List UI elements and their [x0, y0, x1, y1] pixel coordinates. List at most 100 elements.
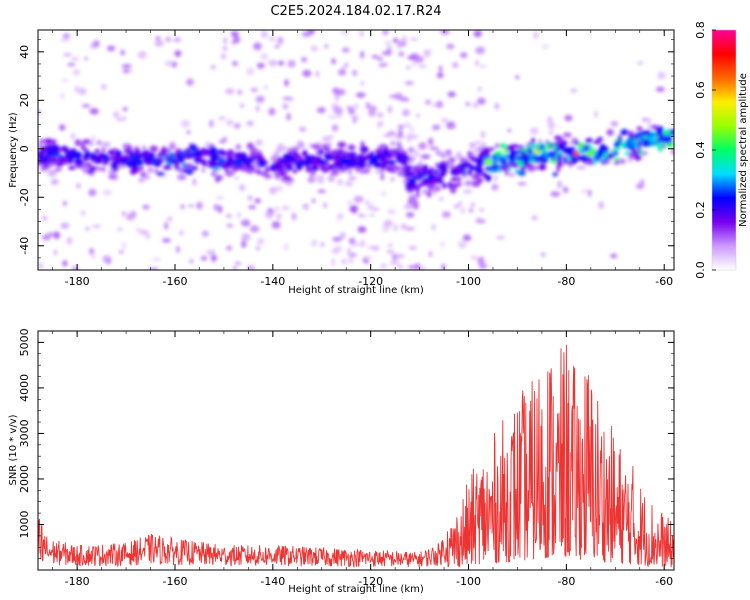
- heatmap-cell: [348, 176, 357, 181]
- heatmap-cell: [212, 167, 221, 171]
- heatmap-cell: [533, 165, 539, 170]
- heatmap-cell: [610, 121, 619, 127]
- heatmap-cell: [89, 108, 99, 115]
- heatmap-cell: [225, 245, 233, 251]
- heatmap-cell: [397, 128, 403, 137]
- heatmap-cell: [297, 142, 302, 148]
- heatmap-cell: [415, 113, 421, 118]
- heatmap-cell: [131, 162, 136, 167]
- heatmap-cell: [375, 153, 383, 159]
- heatmap-cell: [270, 155, 279, 163]
- heatmap-cell: [117, 117, 121, 122]
- heatmap-cell: [62, 33, 71, 39]
- heatmap-cell: [646, 118, 652, 123]
- heatmap-cell: [367, 245, 376, 250]
- heatmap-cell: [102, 189, 113, 196]
- heatmap-cell: [596, 137, 604, 141]
- heatmap-cell: [410, 37, 419, 41]
- heatmap-cell: [499, 164, 508, 168]
- heatmap-cell: [135, 157, 141, 161]
- heatmap-cell: [405, 212, 415, 218]
- heatmap-cell: [251, 156, 258, 160]
- heatmap-cell: [69, 148, 77, 155]
- heatmap-cell: [220, 53, 227, 60]
- heatmap-cell: [63, 52, 72, 57]
- heatmap-cell: [505, 144, 515, 152]
- heatmap-cell: [108, 174, 117, 180]
- heatmap-cell: [348, 237, 356, 245]
- heatmap-cell: [274, 160, 283, 166]
- heatmap-cell: [364, 260, 370, 264]
- heatmap-cell: [219, 149, 225, 154]
- heatmap-cell: [152, 257, 161, 262]
- heatmap-cell: [264, 174, 273, 179]
- heatmap-cell: [120, 49, 125, 56]
- heatmap-cell: [540, 157, 545, 164]
- heatmap-cell: [250, 87, 258, 92]
- heatmap-cell: [599, 152, 604, 158]
- x-tick-label: -140: [260, 275, 285, 288]
- heatmap-cell: [302, 159, 310, 166]
- heatmap-cell: [375, 169, 383, 174]
- heatmap-cell: [277, 36, 284, 45]
- heatmap-cell: [491, 154, 500, 158]
- heatmap-cell: [529, 127, 539, 135]
- heatmap-cell: [435, 162, 439, 167]
- heatmap-cell: [475, 46, 486, 55]
- heatmap-cell: [446, 43, 455, 50]
- heatmap-cell: [427, 173, 436, 180]
- heatmap-cell: [389, 260, 400, 266]
- heatmap-cell: [234, 261, 242, 266]
- heatmap-cell: [427, 137, 434, 146]
- heatmap-cell: [278, 60, 285, 66]
- heatmap-cell: [400, 160, 409, 166]
- heatmap-cell: [382, 30, 389, 35]
- heatmap-cell: [450, 163, 454, 170]
- y-tick-label: 4000: [18, 374, 31, 402]
- heatmap-cell: [533, 31, 539, 39]
- heatmap-cell: [582, 145, 590, 150]
- heatmap-cell: [331, 258, 336, 267]
- heatmap-cell: [200, 255, 208, 261]
- heatmap-cell: [386, 45, 393, 51]
- heatmap-cell: [322, 135, 332, 142]
- heatmap-cell: [202, 162, 207, 167]
- heatmap-cell: [41, 164, 47, 171]
- heatmap-cell: [226, 149, 235, 155]
- heatmap-cell: [61, 78, 69, 83]
- heatmap-cell: [234, 152, 243, 159]
- heatmap-cell: [396, 45, 401, 49]
- heatmap-cell: [239, 184, 246, 192]
- heatmap-cell: [561, 147, 571, 154]
- heatmap-cell: [657, 144, 663, 152]
- heatmap-cell: [408, 159, 414, 164]
- heatmap-cell: [315, 71, 320, 77]
- heatmap-cell: [336, 178, 344, 186]
- heatmap-cell: [142, 150, 150, 155]
- heatmap-cell: [226, 155, 234, 163]
- x-tick-label: -120: [358, 275, 383, 288]
- heatmap-cell: [441, 117, 449, 124]
- heatmap-cell: [378, 63, 386, 68]
- heatmap-cell: [222, 45, 228, 51]
- heatmap-cell: [556, 139, 562, 144]
- heatmap-cell: [670, 150, 674, 154]
- heatmap-cell: [570, 88, 578, 93]
- y-tick-label: -40: [18, 237, 31, 255]
- heatmap-cell: [515, 169, 520, 174]
- heatmap-cell: [562, 186, 569, 194]
- heatmap-cell: [499, 167, 505, 171]
- heatmap-cell: [456, 170, 462, 175]
- heatmap-cell: [598, 201, 604, 210]
- heatmap-cell: [494, 102, 500, 110]
- heatmap-cell: [268, 36, 276, 41]
- heatmap-cell: [75, 163, 83, 169]
- heatmap-cell: [299, 126, 307, 132]
- heatmap-cell: [438, 177, 444, 184]
- heatmap-cell: [341, 258, 348, 265]
- heatmap-cell: [464, 180, 473, 186]
- heatmap-cell: [380, 263, 387, 268]
- colorbar-tick-label: 0.2: [694, 201, 707, 219]
- heatmap-cell: [215, 196, 225, 200]
- heatmap-cell: [246, 265, 256, 270]
